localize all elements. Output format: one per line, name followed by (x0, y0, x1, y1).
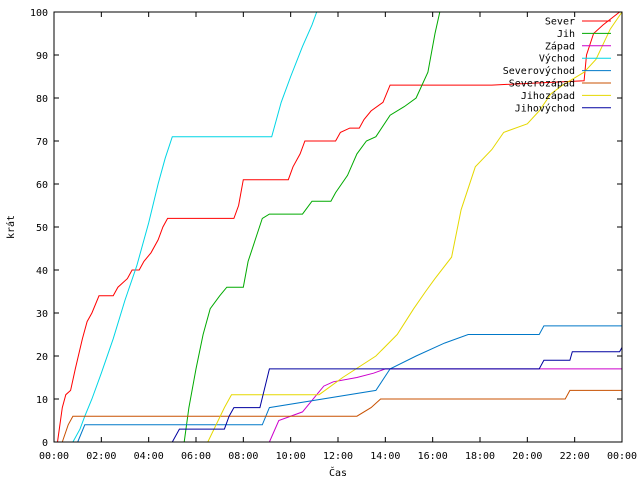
series-line-8 (171, 347, 623, 443)
y-tick-label: 80 (36, 94, 48, 105)
x-tick-label: 14:00 (370, 451, 400, 462)
x-tick-label: 16:00 (418, 451, 448, 462)
y-tick-label: 60 (36, 180, 48, 191)
axis-layer: 0 10 20 30 40 50 60 70 80 90 100 00:00 02:00 04:00 06:… (30, 8, 637, 462)
y-tick-label: 10 (36, 395, 48, 406)
series-line-2 (183, 11, 441, 443)
x-axis-label: Čas (329, 466, 347, 479)
legend-label: Západ (545, 40, 575, 52)
y-tick-label: 90 (36, 51, 48, 62)
x-tick-label: 06:00 (181, 451, 211, 462)
legend-label: Jihozápad (521, 90, 575, 102)
series-line-4 (72, 11, 318, 443)
x-tick-label: 18:00 (465, 451, 495, 462)
legend-label: Sever (545, 17, 575, 28)
x-tick-label: 04:00 (134, 451, 164, 462)
y-tick-label: 20 (36, 352, 48, 363)
series-line-1 (57, 11, 620, 443)
y-tick-label: 40 (36, 266, 48, 277)
y-tick-label: 70 (36, 137, 48, 148)
legend-label: Jih (557, 29, 575, 40)
series-layer (57, 11, 623, 443)
y-tick-label: 100 (30, 8, 48, 19)
legend-label: Severovýchod (503, 65, 575, 77)
series-line-7 (207, 11, 623, 443)
y-tick-label: 50 (36, 223, 48, 234)
x-tick-label: 20:00 (512, 451, 542, 462)
series-line-6 (61, 389, 622, 443)
x-tick-label: 02:00 (86, 451, 116, 462)
x-tick-label: 12:00 (323, 451, 353, 462)
series-line-5 (77, 325, 622, 443)
y-axis-label: krát (5, 215, 17, 239)
x-tick-label: 00:00 (607, 451, 637, 462)
legend-label: Východ (539, 53, 575, 65)
y-tick-label: 0 (42, 438, 48, 449)
legend-label: Jihovýchod (515, 102, 575, 114)
x-tick-label: 08:00 (228, 451, 258, 462)
x-tick-label: 00:00 (39, 451, 69, 462)
y-tick-label: 30 (36, 309, 48, 320)
legend-label: Severozápad (509, 78, 575, 90)
legend: SeverJihZápadVýchodSeverovýchodSeverozáp… (503, 17, 611, 114)
x-tick-label: 22:00 (560, 451, 590, 462)
x-tick-label: 10:00 (276, 451, 306, 462)
